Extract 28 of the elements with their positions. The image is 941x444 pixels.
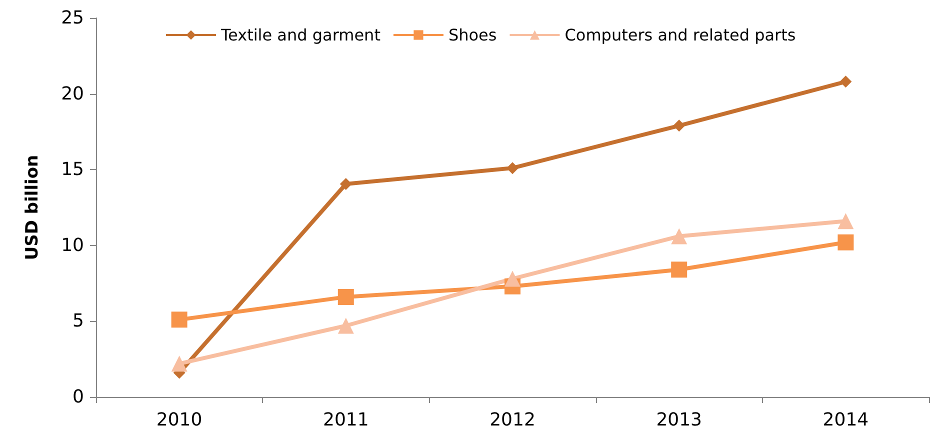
legend-label: Shoes: [448, 26, 497, 44]
point: [338, 318, 354, 334]
point: [338, 288, 354, 305]
point: [171, 356, 188, 372]
x-tick-label: 2013: [656, 410, 702, 430]
point: [840, 76, 852, 88]
legend-label: Computers and related parts: [564, 26, 796, 44]
y-tick-label: 20: [61, 83, 84, 104]
y-tick-label: 25: [61, 8, 84, 28]
point: [673, 120, 686, 132]
point: [340, 178, 352, 190]
point: [671, 262, 688, 278]
point: [506, 162, 518, 174]
point: [671, 228, 688, 244]
point: [838, 213, 854, 230]
y-tick-label: 5: [72, 310, 84, 332]
y-axis-title: USD billion: [22, 154, 42, 260]
point: [504, 270, 520, 287]
legend-label: Textile and garment: [220, 26, 380, 44]
point: [838, 234, 854, 250]
x-tick-label: 2014: [822, 410, 869, 430]
y-tick-label: 10: [61, 234, 84, 256]
point: [171, 312, 188, 328]
y-tick-label: 0: [72, 386, 84, 408]
x-tick-label: 2011: [322, 410, 369, 430]
y-tick-label: 15: [61, 159, 84, 180]
x-tick-label: 2012: [490, 410, 536, 430]
x-tick-label: 2010: [156, 410, 202, 430]
